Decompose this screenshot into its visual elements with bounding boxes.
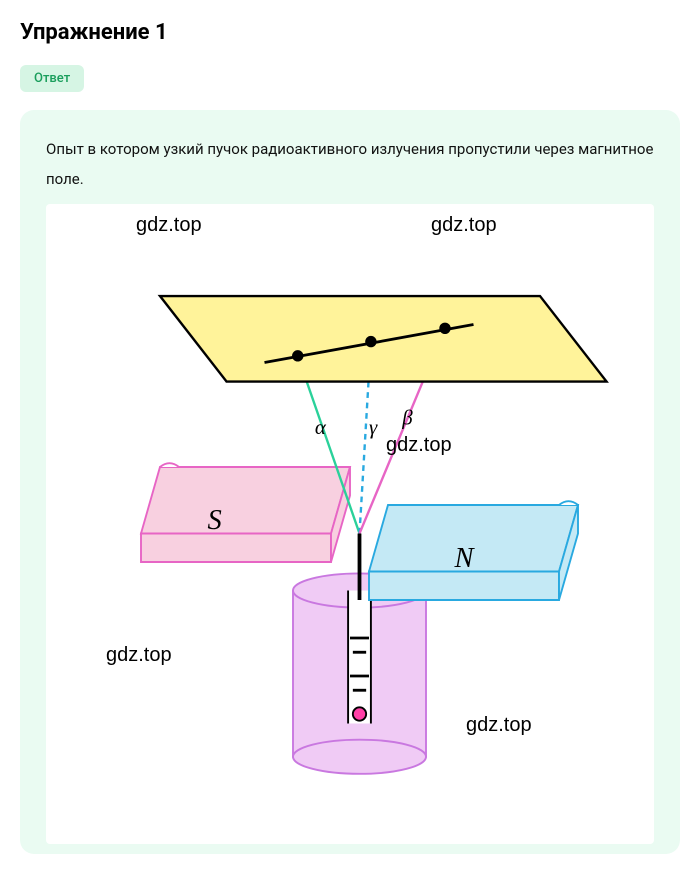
svg-text:N: N xyxy=(454,543,476,574)
watermark: gdz.top xyxy=(386,434,452,457)
watermark: gdz.top xyxy=(431,214,497,237)
physics-diagram: N Sα γβ xyxy=(46,204,654,844)
svg-text:S: S xyxy=(208,505,222,536)
svg-text:α: α xyxy=(315,415,327,439)
svg-text:γ: γ xyxy=(369,415,378,439)
page-title: Упражнение 1 xyxy=(20,20,680,45)
watermark: gdz.top xyxy=(136,214,202,237)
watermark: gdz.top xyxy=(106,644,172,667)
svg-text:β: β xyxy=(401,405,413,429)
watermark: gdz.top xyxy=(466,714,532,737)
answer-badge: Ответ xyxy=(20,65,84,92)
answer-description: Опыт в котором узкий пучок радиоактивног… xyxy=(46,134,654,194)
answer-card: Опыт в котором узкий пучок радиоактивног… xyxy=(20,110,680,854)
diagram-container: N Sα γβ gdz.top gdz.top gdz.top gdz.top gdz.to… xyxy=(46,204,654,844)
